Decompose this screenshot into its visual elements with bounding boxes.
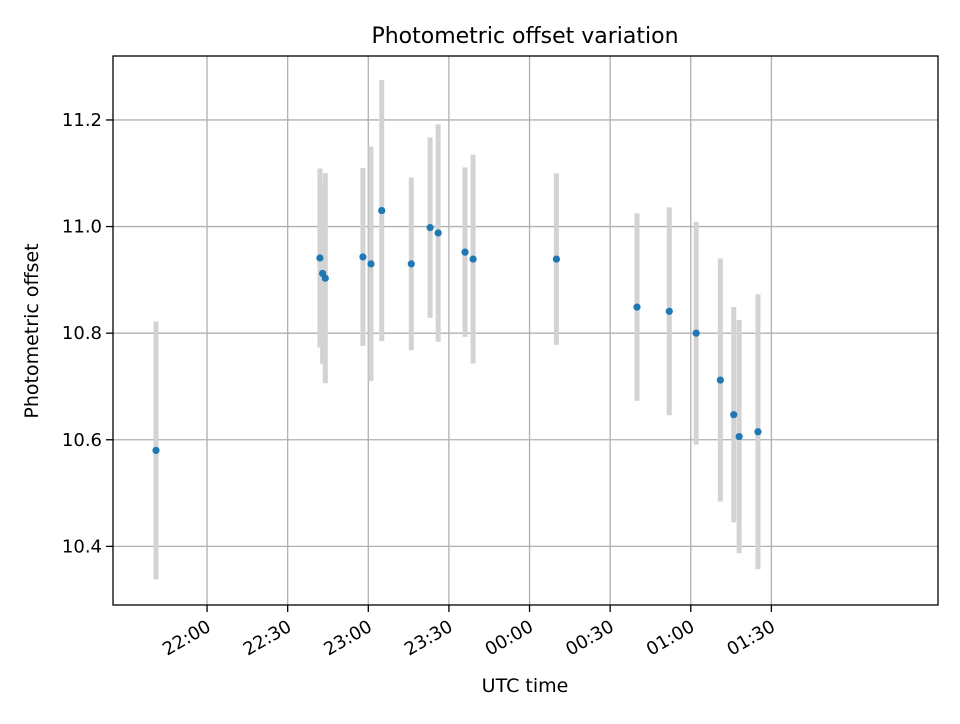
- y-axis-ticks: 10.4 10.6 10.8 11.0 11.2: [62, 110, 113, 557]
- data-point: [152, 446, 160, 455]
- y-tick-label: 11.0: [62, 217, 102, 238]
- data-point: [552, 255, 561, 263]
- data-point: [633, 303, 641, 311]
- data-point: [754, 428, 762, 436]
- data-point: [321, 274, 329, 282]
- plot-frame: [112, 55, 939, 606]
- x-axis-label: UTC time: [482, 675, 569, 697]
- data-point: [716, 376, 724, 384]
- grid-lines: [113, 56, 938, 605]
- y-axis-label: Photometric offset: [21, 243, 43, 418]
- y-tick-label: 10.4: [62, 536, 102, 557]
- data-point: [426, 224, 434, 232]
- data-point: [665, 307, 673, 315]
- data-point: [434, 229, 442, 237]
- data-point: [469, 255, 477, 263]
- data-points: [152, 206, 762, 455]
- data-point: [735, 432, 743, 441]
- y-tick-label: 11.2: [62, 110, 102, 131]
- data-point: [367, 260, 375, 268]
- y-tick-label: 10.6: [62, 430, 102, 451]
- y-tick-label: 10.8: [62, 323, 102, 344]
- data-point: [692, 329, 700, 337]
- data-point: [407, 260, 415, 268]
- data-point: [316, 254, 324, 262]
- data-point: [378, 206, 386, 215]
- chart-title: Photometric offset variation: [371, 24, 678, 49]
- data-point: [461, 248, 469, 256]
- data-point: [359, 253, 367, 261]
- data-point: [730, 411, 738, 419]
